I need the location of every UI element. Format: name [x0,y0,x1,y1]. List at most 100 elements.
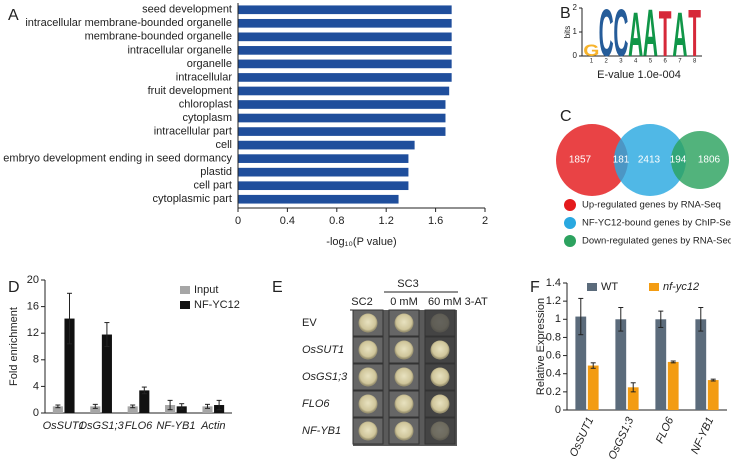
x-tick-label: 1.2 [379,215,394,227]
x-tick-label: 2 [604,59,608,65]
category-label: intracellular organelle [127,44,232,56]
caption: E-value 1.0e-004 [597,69,681,81]
y-tick-label: 0 [555,404,561,416]
y-tick-label: 0.8 [546,331,561,343]
panel-letter: A [8,7,19,24]
venn-circle [614,124,686,196]
row-label: OsGS1;3 [302,371,348,383]
logo-letter: T [688,0,701,71]
bar [615,319,627,410]
legend-swatch [180,301,190,309]
bar [238,181,409,191]
legend-label: Input [194,284,218,296]
colony [430,394,450,414]
y-tick-label: 1 [573,27,578,36]
y-tick-label: 12 [27,327,39,339]
bar [139,390,150,413]
bar [202,406,213,413]
bar [176,406,187,413]
y-tick-label: 0.6 [546,349,561,361]
category-label: intracellular part [154,125,232,137]
x-tick-label: FLO6 [654,415,677,446]
y-tick-label: 0.2 [546,386,561,398]
bar [627,387,639,410]
colony [394,367,414,387]
column-label: 0 mM [390,296,418,308]
y-tick-label: 1.4 [546,277,561,289]
bar [238,194,399,204]
bar [127,406,138,413]
colony [394,394,414,414]
x-tick-label: 0 [235,215,241,227]
colony [358,313,378,333]
bar [238,140,415,150]
category-label: intracellular membrane-bounded organelle [25,17,232,29]
category-label: embryo development ending in seed dorman… [3,153,232,165]
category-label: intracellular [176,71,233,83]
bar [238,86,450,96]
x-tick-label: 8 [693,59,697,65]
category-label: chloroplast [179,98,232,110]
bar [238,73,452,82]
logo-letter: A [672,0,687,69]
bar [238,32,452,42]
x-tick-label: FLO6 [125,420,153,432]
legend-swatch [180,286,190,294]
x-tick-label: 6 [663,59,667,65]
region-count: 181 [613,155,630,166]
colony [430,313,450,333]
bar [238,154,409,163]
y-tick-label: 1.2 [546,295,561,307]
row-label: FLO6 [302,398,330,410]
bar [587,365,599,410]
column-label: 60 mM 3-AT [428,296,488,308]
x-tick-label: Actin [200,420,225,432]
colony [358,421,378,441]
panel-letter: E [272,279,283,296]
bar [667,361,679,410]
x-tick-label: 1 [590,59,594,65]
colony [430,421,450,441]
colony [358,394,378,414]
region-count: 194 [670,155,687,166]
y-axis-label: Relative Expression [535,298,547,395]
x-axis-label: -log₁₀(P value) [326,236,396,248]
bar [707,380,719,410]
region-count: 1806 [698,155,721,166]
y-tick-label: 8 [33,354,39,366]
y-tick-label: 2 [573,3,578,12]
y-tick-label: 16 [27,301,39,313]
logo-letter: T [659,0,672,71]
panel-letter: C [560,108,572,125]
row-label: EV [302,317,317,329]
bar [238,59,452,69]
panel-letter: F [530,279,540,296]
x-tick-label: 4 [634,59,638,65]
column-header: SC3 [397,278,418,290]
x-tick-label: OsGS1;3 [78,420,124,432]
category-label: fruit development [148,85,232,97]
bar [238,113,446,123]
legend-swatch [649,283,659,291]
x-tick-label: 1.6 [428,215,443,227]
bar [101,334,112,413]
category-label: membrane-bounded organelle [85,31,232,43]
colony [358,367,378,387]
bar [238,127,446,136]
bar [655,319,667,410]
legend-dot [564,199,576,211]
y-axis-label: bits [563,26,572,38]
bar [238,167,409,177]
logo-letter: C [599,0,614,71]
y-axis-label: Fold enrichment [8,307,20,386]
x-tick-label: 0.8 [329,215,344,227]
y-tick-label: 1 [555,313,561,325]
x-tick-label: 3 [619,59,623,65]
colony [394,340,414,360]
venn-circle [671,131,729,189]
region-count: 1857 [569,155,592,166]
venn-circle [556,124,628,196]
bar [52,406,63,413]
x-tick-label: 7 [678,59,682,65]
panel-letter: B [560,5,571,22]
